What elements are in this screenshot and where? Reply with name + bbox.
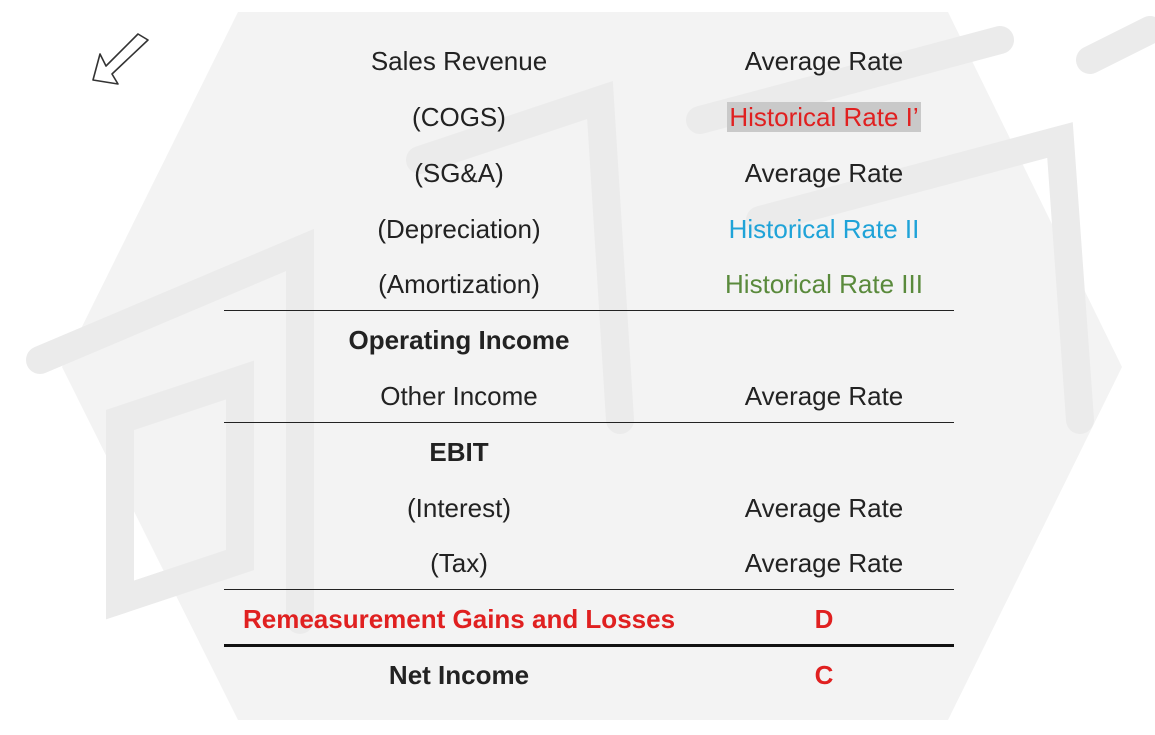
table-row: (Interest) Average Rate — [224, 488, 954, 528]
row-label: (Tax) — [430, 548, 488, 578]
row-label: (Interest) — [406, 493, 512, 523]
row-label: Operating Income — [348, 325, 570, 355]
divider-line-thick — [224, 644, 954, 647]
table-row: (SG&A) Average Rate — [224, 153, 954, 193]
row-label: Other Income — [380, 381, 538, 411]
row-rate: Average Rate — [744, 158, 904, 188]
table-row: (Depreciation) Historical Rate II — [224, 209, 954, 249]
table-row: EBIT — [224, 432, 954, 472]
row-label: (SG&A) — [414, 158, 504, 188]
divider-line — [224, 310, 954, 311]
row-label: Net Income — [388, 660, 530, 690]
row-rate: Average Rate — [744, 46, 904, 76]
row-rate: C — [814, 660, 834, 690]
row-rate: Historical Rate II — [728, 214, 920, 244]
divider-line — [224, 589, 954, 590]
row-label: Remeasurement Gains and Losses — [242, 604, 676, 634]
row-rate-highlighted: Historical Rate I’ — [694, 97, 954, 137]
row-rate: Average Rate — [744, 493, 904, 523]
row-rate: D — [814, 604, 834, 634]
divider-line — [224, 422, 954, 423]
row-label: Sales Revenue — [370, 46, 548, 76]
row-rate: Historical Rate III — [725, 269, 923, 299]
table-row: (Amortization) Historical Rate III — [224, 264, 954, 304]
row-label: (Amortization) — [378, 269, 540, 299]
row-label: (COGS) — [412, 102, 506, 132]
table-row: Net Income C — [224, 655, 954, 695]
row-label: (Depreciation) — [377, 214, 541, 244]
table-row: (COGS) Historical Rate I’ — [224, 97, 954, 137]
row-rate — [694, 432, 954, 472]
table-row: Other Income Average Rate — [224, 376, 954, 416]
table-row: (Tax) Average Rate — [224, 543, 954, 583]
table-row: Sales Revenue Average Rate — [224, 41, 954, 81]
row-rate: Average Rate — [744, 548, 904, 578]
row-rate: Average Rate — [744, 381, 904, 411]
table-row: Remeasurement Gains and Losses D — [224, 599, 954, 639]
rate-text: Historical Rate I’ — [727, 102, 921, 132]
row-rate — [694, 320, 954, 360]
row-label: EBIT — [429, 437, 489, 467]
table-row: Operating Income — [224, 320, 954, 360]
pointer-cursor-icon — [92, 33, 149, 85]
